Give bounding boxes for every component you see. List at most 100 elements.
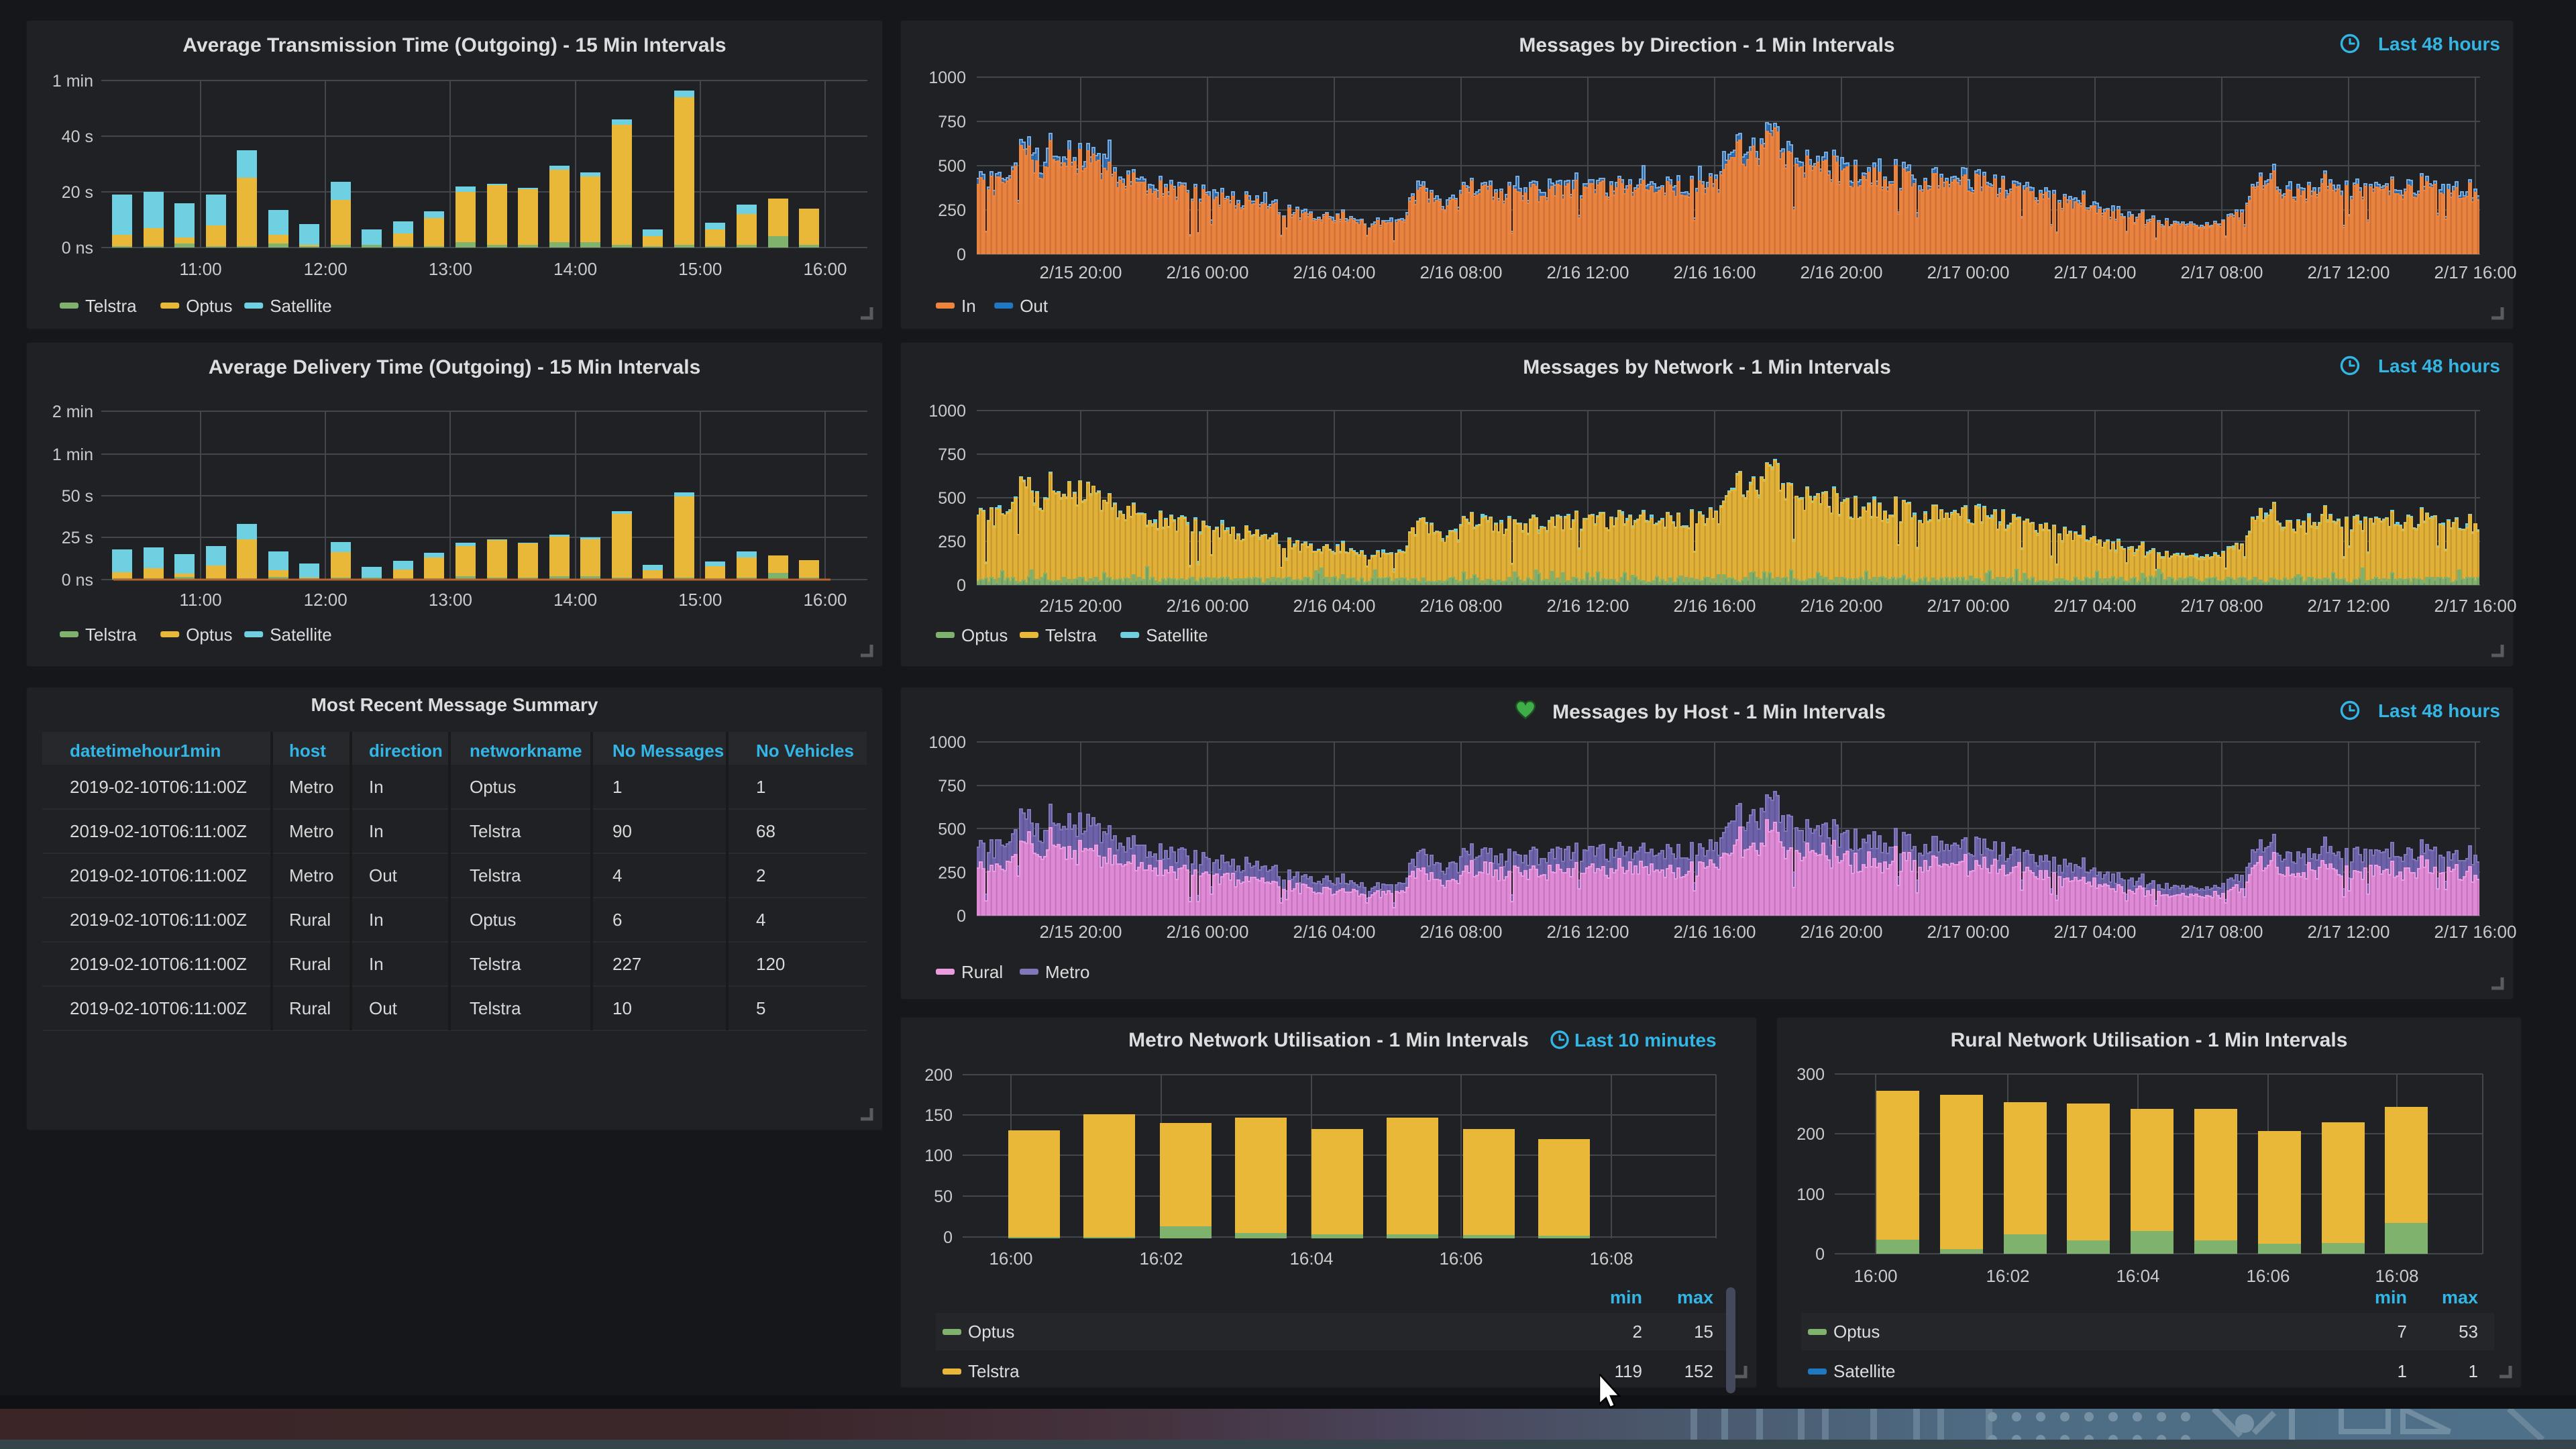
- svg-text:300: 300: [1796, 1065, 1825, 1084]
- svg-text:2/16 08:00: 2/16 08:00: [1420, 596, 1503, 616]
- svg-text:Telstra: Telstra: [470, 998, 521, 1018]
- svg-text:16:00: 16:00: [1854, 1266, 1897, 1286]
- svg-text:2/16 00:00: 2/16 00:00: [1167, 922, 1249, 942]
- svg-text:2/16 16:00: 2/16 16:00: [1674, 922, 1756, 942]
- svg-text:13:00: 13:00: [429, 259, 472, 279]
- svg-text:No Messages: No Messages: [612, 741, 724, 761]
- svg-text:networkname: networkname: [470, 741, 582, 761]
- svg-text:100: 100: [1796, 1185, 1825, 1204]
- svg-text:4: 4: [756, 910, 765, 930]
- svg-text:2/16 04:00: 2/16 04:00: [1293, 596, 1376, 616]
- svg-text:host: host: [289, 741, 326, 761]
- svg-text:1: 1: [756, 777, 765, 797]
- svg-text:50 s: 50 s: [62, 487, 93, 506]
- svg-text:200: 200: [924, 1066, 953, 1085]
- svg-text:0: 0: [943, 1228, 953, 1247]
- svg-text:2/16 20:00: 2/16 20:00: [1801, 262, 1883, 282]
- svg-text:2: 2: [1633, 1322, 1642, 1342]
- svg-text:16:04: 16:04: [2116, 1266, 2159, 1286]
- svg-text:0: 0: [957, 246, 966, 264]
- svg-text:2/17 16:00: 2/17 16:00: [2434, 262, 2517, 282]
- svg-text:14:00: 14:00: [553, 259, 597, 279]
- svg-text:Satellite: Satellite: [1833, 1361, 1896, 1381]
- svg-text:2/17 12:00: 2/17 12:00: [2308, 596, 2390, 616]
- svg-text:Out: Out: [369, 865, 398, 885]
- svg-text:11:00: 11:00: [179, 259, 221, 279]
- svg-text:16:00: 16:00: [803, 259, 847, 279]
- svg-text:2/17 00:00: 2/17 00:00: [1927, 596, 2010, 616]
- svg-text:10: 10: [612, 998, 632, 1018]
- svg-text:Last 48 hours: Last 48 hours: [2378, 34, 2500, 54]
- svg-text:2/15 20:00: 2/15 20:00: [1040, 922, 1122, 942]
- svg-text:4: 4: [612, 865, 622, 885]
- svg-text:Satellite: Satellite: [270, 296, 332, 316]
- svg-text:0 ns: 0 ns: [62, 571, 93, 590]
- svg-text:90: 90: [612, 821, 632, 841]
- svg-text:500: 500: [938, 489, 966, 508]
- svg-text:0: 0: [957, 907, 966, 926]
- svg-text:53: 53: [2459, 1322, 2478, 1342]
- svg-text:2019-02-10T06:11:00Z: 2019-02-10T06:11:00Z: [70, 954, 247, 974]
- svg-text:16:00: 16:00: [803, 590, 847, 610]
- svg-text:2/16 16:00: 2/16 16:00: [1674, 596, 1756, 616]
- svg-text:16:00: 16:00: [989, 1248, 1032, 1269]
- svg-text:2/17 00:00: 2/17 00:00: [1927, 262, 2010, 282]
- svg-text:max: max: [1677, 1287, 1713, 1307]
- svg-text:16:04: 16:04: [1289, 1248, 1333, 1269]
- svg-text:2/17 12:00: 2/17 12:00: [2308, 922, 2390, 942]
- svg-text:direction: direction: [369, 741, 443, 761]
- svg-text:150: 150: [924, 1106, 953, 1125]
- svg-text:In: In: [369, 910, 384, 930]
- svg-text:1 min: 1 min: [52, 445, 93, 464]
- svg-text:max: max: [2442, 1287, 2478, 1307]
- svg-text:Out: Out: [1020, 296, 1049, 316]
- svg-text:2/16 12:00: 2/16 12:00: [1547, 262, 1629, 282]
- svg-text:2/16 20:00: 2/16 20:00: [1801, 922, 1883, 942]
- svg-text:750: 750: [938, 777, 966, 796]
- svg-text:100: 100: [924, 1146, 953, 1165]
- svg-text:15: 15: [1694, 1322, 1713, 1342]
- svg-text:In: In: [961, 296, 976, 316]
- svg-text:1 min: 1 min: [52, 72, 93, 91]
- svg-text:In: In: [369, 777, 384, 797]
- svg-text:Messages by Network - 1 Min In: Messages by Network - 1 Min Intervals: [1523, 356, 1891, 378]
- svg-text:Optus: Optus: [968, 1322, 1014, 1342]
- svg-text:Optus: Optus: [470, 910, 516, 930]
- svg-text:Messages by Host - 1 Min Inter: Messages by Host - 1 Min Intervals: [1552, 701, 1886, 723]
- svg-text:16:02: 16:02: [1139, 1248, 1183, 1269]
- svg-text:2/17 08:00: 2/17 08:00: [2181, 262, 2263, 282]
- svg-text:Optus: Optus: [186, 296, 232, 316]
- svg-text:11:00: 11:00: [179, 590, 221, 610]
- svg-text:Telstra: Telstra: [470, 821, 521, 841]
- svg-text:250: 250: [938, 863, 966, 882]
- svg-text:2/17 00:00: 2/17 00:00: [1927, 922, 2010, 942]
- svg-text:Rural Network Utilisation - 1: Rural Network Utilisation - 1 Min Interv…: [1951, 1029, 2348, 1051]
- svg-text:Telstra: Telstra: [470, 865, 521, 885]
- svg-text:16:02: 16:02: [1986, 1266, 2029, 1286]
- svg-text:0 ns: 0 ns: [62, 239, 93, 258]
- svg-text:14:00: 14:00: [553, 590, 597, 610]
- svg-text:1000: 1000: [928, 402, 966, 421]
- svg-text:2/17 12:00: 2/17 12:00: [2308, 262, 2390, 282]
- svg-text:Metro: Metro: [289, 865, 333, 885]
- svg-text:Average Transmission Time (Out: Average Transmission Time (Outgoing) - 1…: [182, 34, 726, 56]
- svg-text:12:00: 12:00: [304, 590, 347, 610]
- svg-text:Telstra: Telstra: [85, 296, 137, 316]
- svg-text:Optus: Optus: [1833, 1322, 1880, 1342]
- svg-text:Rural: Rural: [289, 910, 331, 930]
- svg-text:120: 120: [756, 954, 785, 974]
- svg-text:2/16 00:00: 2/16 00:00: [1167, 596, 1249, 616]
- svg-text:2019-02-10T06:11:00Z: 2019-02-10T06:11:00Z: [70, 998, 247, 1018]
- svg-text:1000: 1000: [928, 68, 966, 87]
- svg-text:Metro: Metro: [289, 821, 333, 841]
- svg-text:Rural: Rural: [961, 962, 1003, 982]
- svg-text:2/17 16:00: 2/17 16:00: [2434, 596, 2517, 616]
- svg-text:250: 250: [938, 201, 966, 220]
- svg-text:250: 250: [938, 533, 966, 551]
- svg-text:Metro: Metro: [1045, 962, 1089, 982]
- svg-text:7: 7: [2398, 1322, 2407, 1342]
- svg-text:Metro: Metro: [289, 777, 333, 797]
- svg-text:Telstra: Telstra: [85, 625, 137, 645]
- svg-text:2/16 12:00: 2/16 12:00: [1547, 922, 1629, 942]
- svg-text:1: 1: [612, 777, 622, 797]
